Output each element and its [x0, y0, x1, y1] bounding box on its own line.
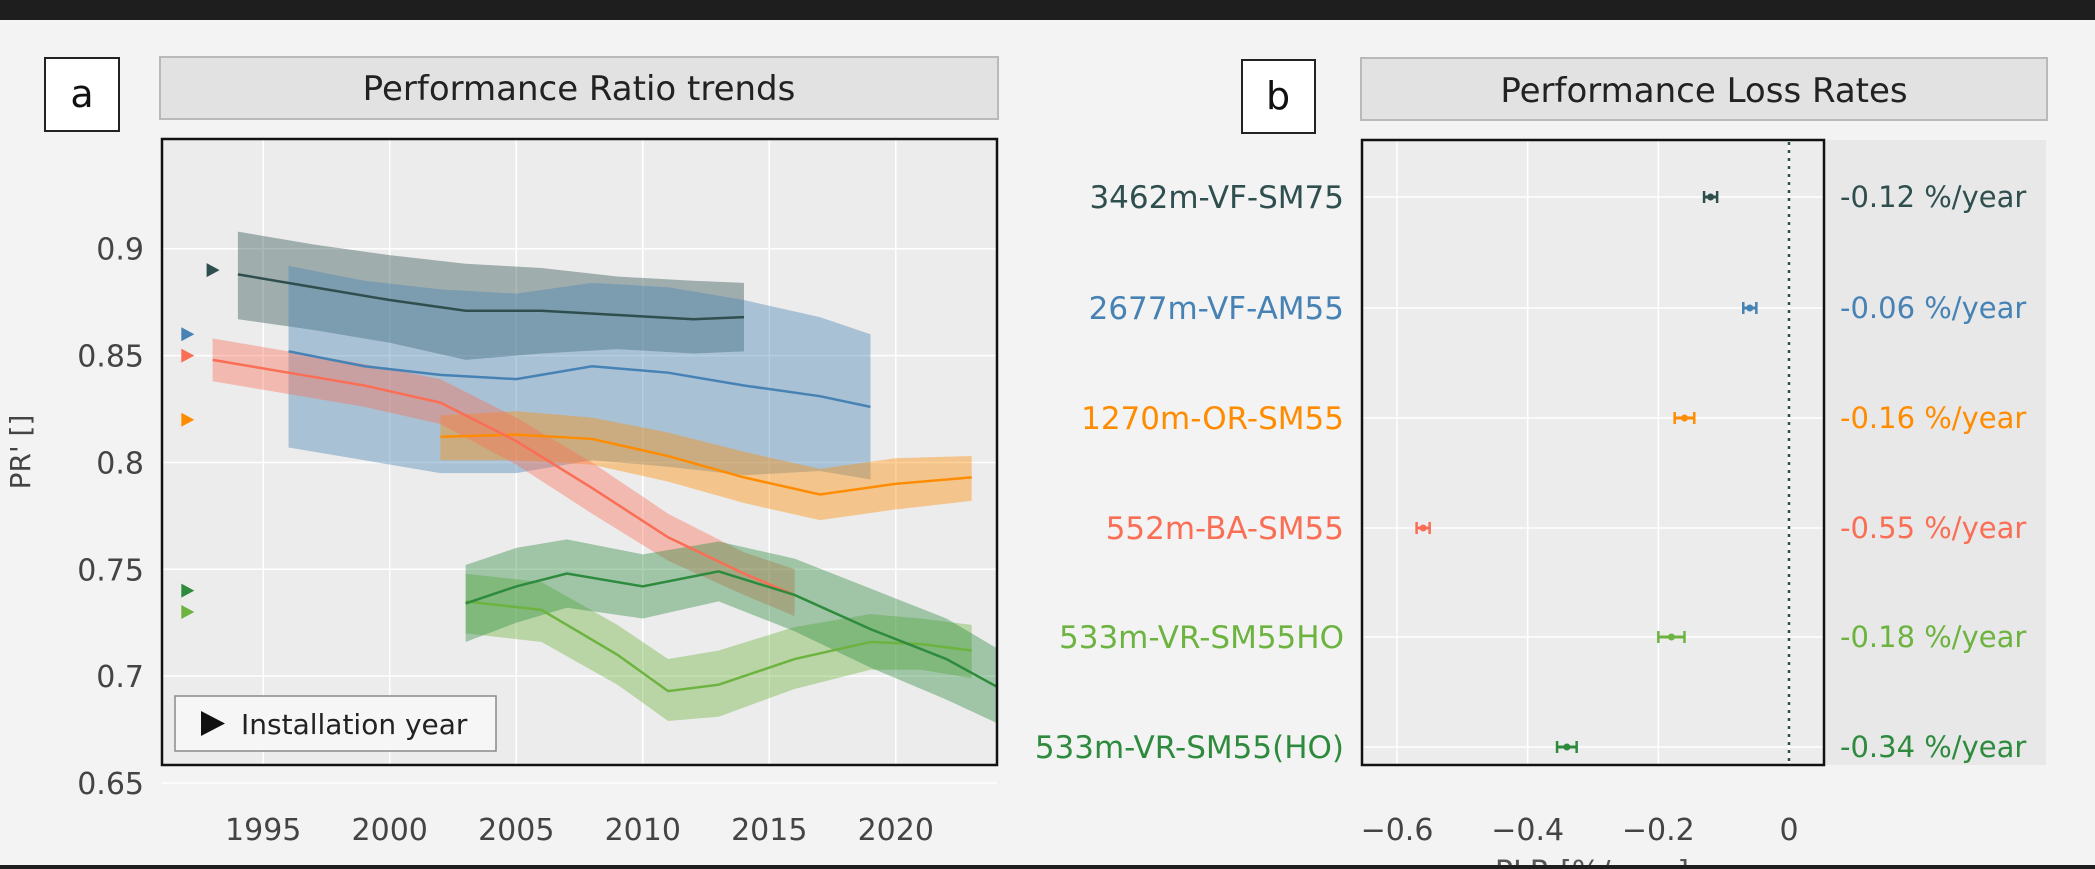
y-tick-label: 0.9 [96, 233, 144, 268]
install-marker-3462m-vf-sm75 [206, 263, 220, 278]
panel-a-install-markers [181, 263, 220, 620]
x-tick-label: 2005 [478, 813, 554, 848]
point-533m-vr-sm55ho [1667, 633, 1675, 641]
panel-a-bands [212, 231, 997, 724]
panel-a-frame [160, 137, 999, 767]
install-marker-552m-ba-sm55 [181, 348, 195, 363]
x-tick-label: 2010 [605, 813, 681, 848]
panel-a-badge [44, 57, 120, 132]
install-marker-533m-vr-sm55ho [181, 605, 195, 620]
rate-label-552m-ba-sm55: -0.55 %/year [1840, 511, 2026, 545]
point-1270m-or-sm55 [1680, 414, 1688, 422]
x-tick-label: 1995 [225, 813, 301, 848]
band-552m-ba-sm55 [212, 338, 795, 617]
rate-label-1270m-or-sm55: -0.16 %/year [1840, 401, 2026, 435]
system-name-1270m-or-sm55: 1270m-OR-SM55 [1081, 401, 1344, 437]
panel-a-grid [162, 139, 997, 784]
install-marker-2677m-vf-am55 [181, 327, 195, 342]
panel-a-lines [212, 273, 998, 693]
y-axis-label: PR' [] [4, 415, 37, 490]
point-552m-ba-sm55 [1419, 524, 1427, 532]
panel-b-title: Performance Loss Rates [1500, 71, 1907, 111]
panel-a-plot-area [162, 139, 997, 765]
install-marker-1270m-or-sm55 [181, 412, 195, 427]
legend: Installation year [174, 695, 497, 752]
panel-a-title-bar [159, 56, 999, 120]
panel-b-badge [1241, 59, 1316, 134]
panel-b-points [1415, 191, 1758, 753]
x-tick-label: −0.2 [1622, 813, 1695, 848]
line-3462m-vf-sm75 [237, 273, 745, 321]
y-tick-label: 0.75 [77, 553, 144, 588]
panel-b-frame [1360, 138, 1826, 767]
legend-label: Installation year [241, 708, 468, 741]
y-tick-label: 0.65 [77, 767, 144, 802]
x-tick-label: 2000 [352, 813, 428, 848]
point-2677m-vf-am55 [1746, 304, 1754, 312]
line-1270m-or-sm55 [440, 433, 972, 496]
panel-b-letter: b [1266, 74, 1290, 118]
y-tick-label: 0.7 [96, 660, 144, 695]
point-533m-vr-sm55-ho [1563, 743, 1571, 751]
panel-b-rate-labels: -0.12 %/year -0.06 %/year -0.16 %/year -0.5… [1840, 180, 2026, 764]
rate-label-533m-vr-sm55ho: -0.18 %/year [1840, 620, 2026, 654]
x-axis-label: PLR [%/year] [1495, 855, 1689, 865]
figure: a Performance Ratio trends 1995 2000 2005 2… [0, 20, 2095, 869]
panel-b-ticks: −0.6 −0.4 −0.2 0 [1361, 813, 1799, 848]
panel-a-letter: a [70, 72, 93, 116]
x-tick-label: −0.6 [1361, 813, 1434, 848]
install-marker-533m-vr-sm55-ho [181, 583, 195, 598]
system-name-552m-ba-sm55: 552m-BA-SM55 [1106, 511, 1344, 547]
x-tick-label: −0.4 [1491, 813, 1564, 848]
rate-label-2677m-vf-am55: -0.06 %/year [1840, 291, 2026, 325]
x-tick-label: 2015 [731, 813, 807, 848]
y-tick-label: 0.85 [77, 340, 144, 375]
system-name-533m-vr-sm55ho: 533m-VR-SM55HO [1059, 620, 1344, 656]
panel-a-title: Performance Ratio trends [363, 69, 796, 109]
point-3462m-vf-sm75 [1707, 193, 1715, 201]
system-name-2677m-vf-am55: 2677m-VF-AM55 [1089, 291, 1344, 327]
panel-b-title-bar [1360, 57, 2048, 121]
y-tick-label: 0.8 [96, 446, 144, 481]
chart-svg: a Performance Ratio trends 1995 2000 2005 2… [4, 56, 2048, 869]
band-3462m-vf-sm75 [237, 231, 744, 360]
panel-b-plot-area [1362, 140, 1824, 765]
rate-label-533m-vr-sm55-ho: -0.34 %/year [1840, 730, 2026, 764]
band-2677m-vf-am55 [288, 265, 871, 480]
system-name-3462m-vf-sm75: 3462m-VF-SM75 [1089, 180, 1344, 216]
install-marker-legend-icon [201, 711, 225, 736]
line-552m-ba-sm55 [212, 358, 796, 597]
system-name-533m-vr-sm55-ho: 533m-VR-SM55(HO) [1035, 730, 1344, 766]
legend-box [174, 695, 497, 752]
panel-a-ticks: 1995 2000 2005 2010 2015 2020 0.65 0.7 0.75 0.8 0.… [77, 233, 934, 848]
band-533m-vr-sm55-ho [465, 539, 997, 724]
panel-b-label-strip [1824, 140, 2046, 765]
x-tick-label: 0 [1779, 813, 1798, 848]
panel-b-system-names: 3462m-VF-SM75 2677m-VF-AM55 1270m-OR-SM55 5… [1035, 180, 1344, 766]
line-533m-vr-sm55-ho [465, 570, 998, 688]
panel-b-grid [1362, 140, 1824, 765]
line-2677m-vf-am55 [288, 350, 871, 409]
rate-label-3462m-vf-sm75: -0.12 %/year [1840, 180, 2026, 214]
band-533m-vr-sm55ho [465, 573, 972, 722]
x-tick-label: 2020 [858, 813, 934, 848]
